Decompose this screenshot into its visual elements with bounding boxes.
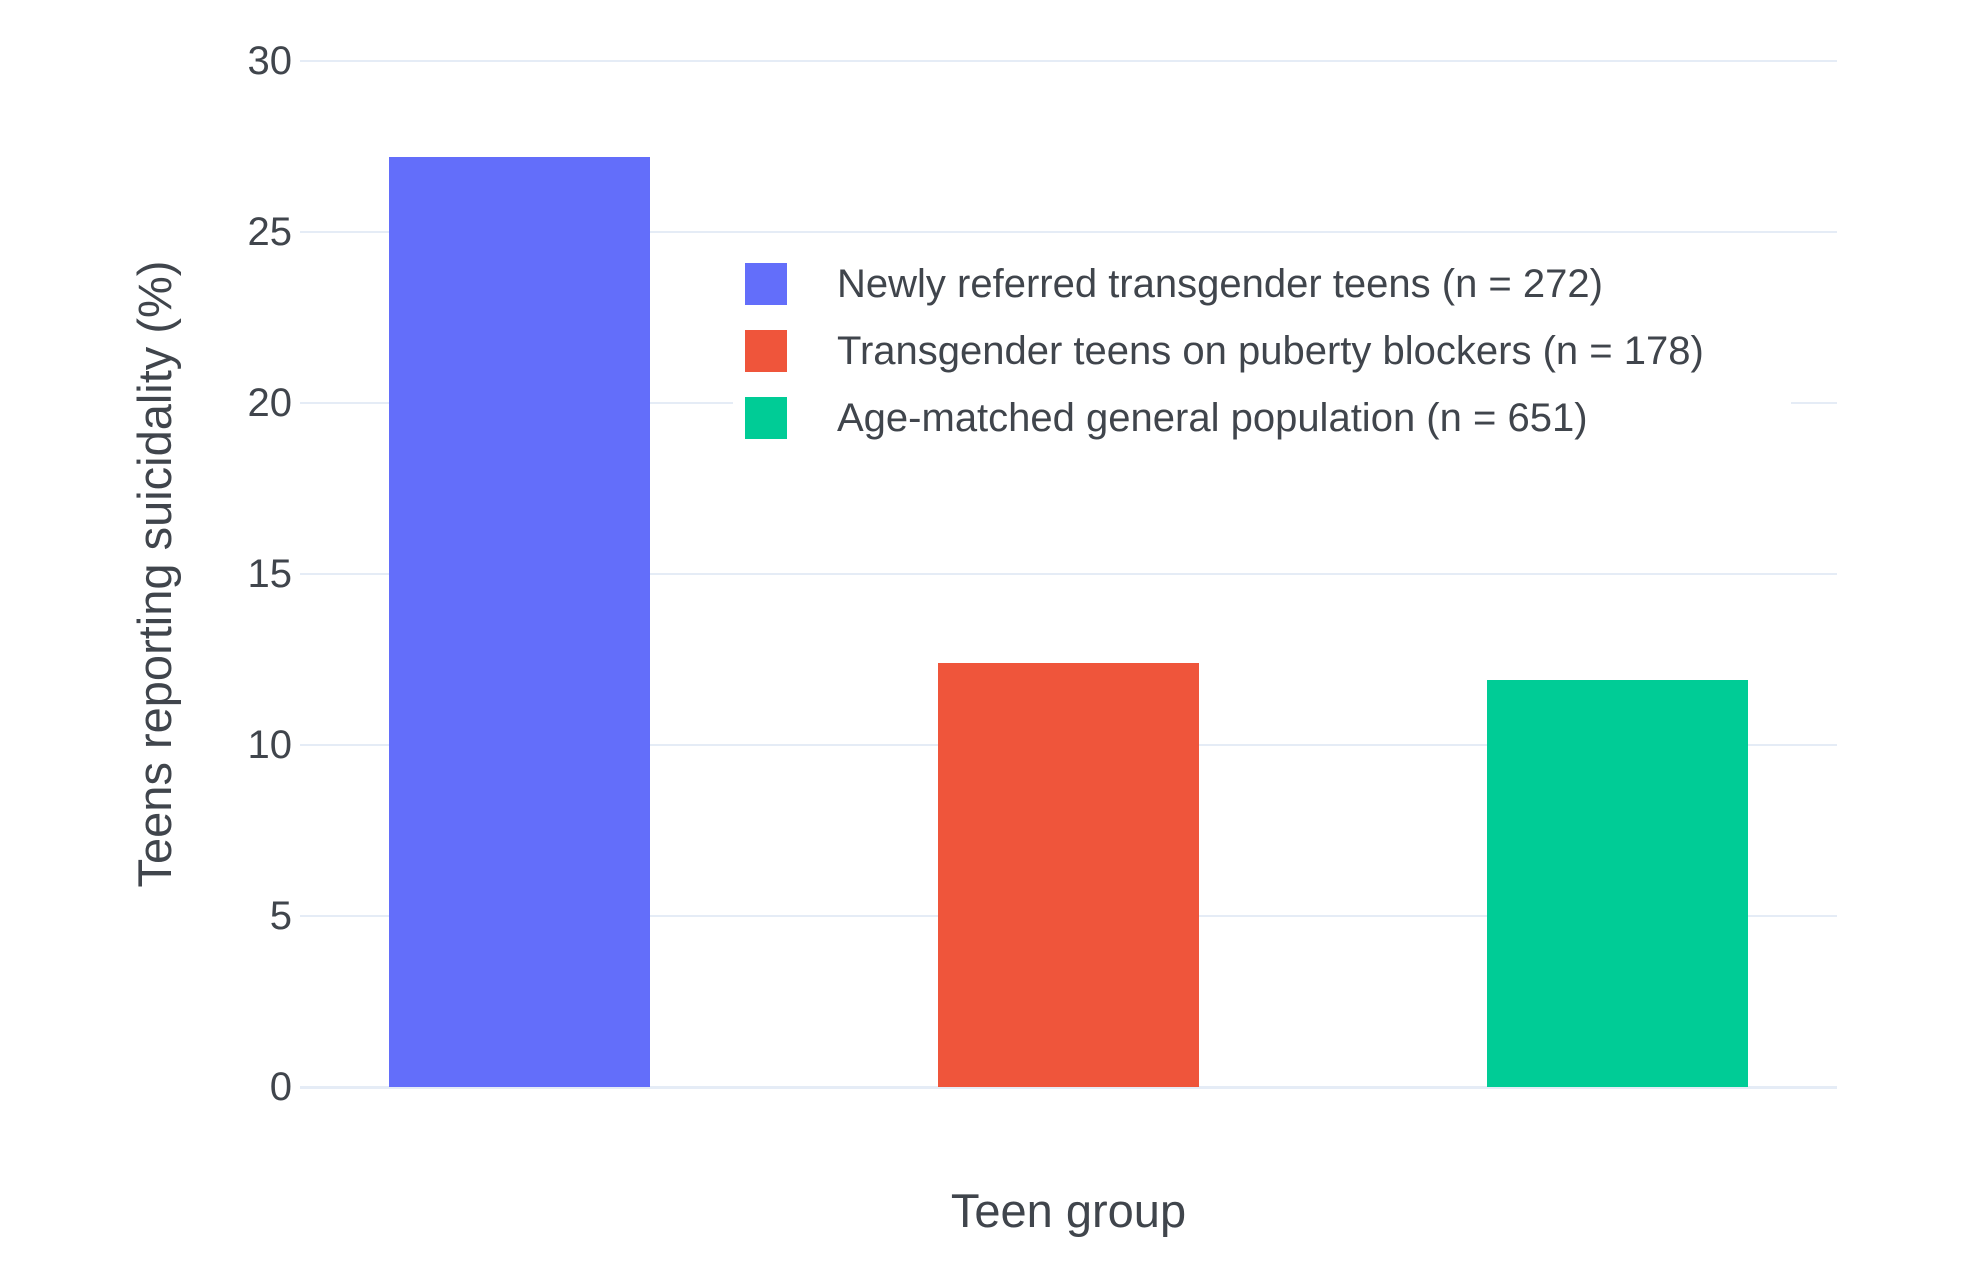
legend-swatch-icon [745,396,787,439]
x-axis-title: Teen group [950,1184,1187,1237]
gridline [300,231,1837,233]
legend-label: Newly referred transgender teens (n = 27… [837,261,1603,306]
legend-label: Transgender teens on puberty blockers (n… [837,328,1704,373]
legend: Newly referred transgender teens (n = 27… [733,240,1791,461]
plot-area [300,60,1837,1089]
y-tick-label: 0 [269,1065,292,1109]
gridline [300,573,1837,575]
legend-swatch-icon [745,329,787,372]
legend-swatch-icon [745,262,787,305]
y-tick-label: 5 [269,894,292,938]
bar-2[interactable] [938,662,1199,1087]
legend-item-2[interactable]: Transgender teens on puberty blockers (n… [733,317,1791,384]
legend-label: Age-matched general population (n = 651) [837,395,1588,440]
legend-item-1[interactable]: Newly referred transgender teens (n = 27… [733,250,1791,317]
y-tick-label: 15 [247,552,293,596]
y-tick-label: 20 [247,381,293,425]
y-tick-label: 25 [247,210,293,254]
bar-3[interactable] [1487,680,1748,1087]
legend-item-3[interactable]: Age-matched general population (n = 651) [733,384,1791,451]
gridline [300,1086,1837,1089]
y-tick-label: 30 [247,39,293,83]
gridline [300,60,1837,62]
bar-1[interactable] [389,156,650,1087]
y-tick-label: 10 [247,723,293,767]
